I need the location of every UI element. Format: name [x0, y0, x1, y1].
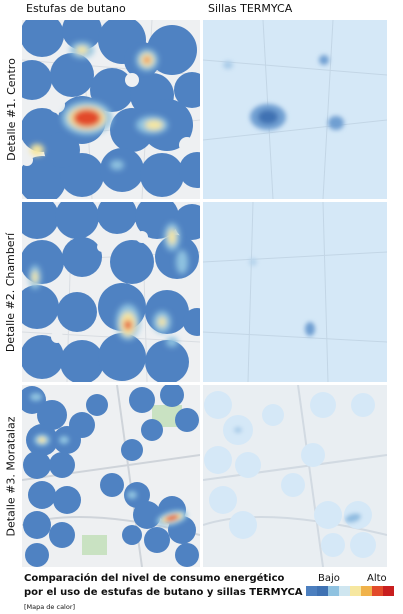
heatmap-termyca-moratalaz — [203, 385, 387, 567]
column-title-butano: Estufas de butano — [26, 2, 126, 15]
column-title-termyca: Sillas TERMYCA — [208, 2, 293, 15]
heatmap-butano-centro — [22, 20, 200, 199]
heatmap-butano-chamberi — [22, 202, 200, 382]
heatmap-butano-moratalaz-svg — [22, 385, 200, 567]
figure-caption: Comparación del nivel de consumo energét… — [24, 572, 306, 614]
legend-high-label: Alto — [367, 573, 387, 584]
heatmap-termyca-chamberi — [203, 202, 387, 382]
legend-swatch — [317, 586, 328, 596]
row-label-chamberi: Detalle #2. Chamberí — [4, 232, 18, 352]
legend-swatch — [328, 586, 339, 596]
legend-swatch — [306, 586, 317, 596]
legend-swatch — [383, 586, 394, 596]
legend-color-scale — [306, 586, 394, 596]
heatmap-butano-centro-svg — [22, 20, 200, 199]
heatmap-termyca-centro — [203, 20, 387, 199]
heatmap-termyca-chamberi-svg — [203, 202, 387, 382]
legend-swatch — [361, 586, 372, 596]
heatmap-butano-chamberi-svg — [22, 202, 200, 382]
legend-low-label: Bajo — [318, 573, 340, 584]
heatmap-termyca-moratalaz-svg — [203, 385, 387, 567]
caption-main: Comparación del nivel de consumo energét… — [24, 573, 303, 598]
caption-note: [Mapa de calor] — [24, 603, 76, 611]
row-label-moratalaz: Detalle #3. Moratalaz — [4, 416, 18, 536]
heatmap-termyca-centro-svg — [203, 20, 387, 199]
legend-swatch — [350, 586, 361, 596]
row-label-centro: Detalle #1. Centro — [4, 58, 18, 161]
legend-swatch — [339, 586, 350, 596]
legend-swatch — [372, 586, 383, 596]
heatmap-butano-moratalaz — [22, 385, 200, 567]
